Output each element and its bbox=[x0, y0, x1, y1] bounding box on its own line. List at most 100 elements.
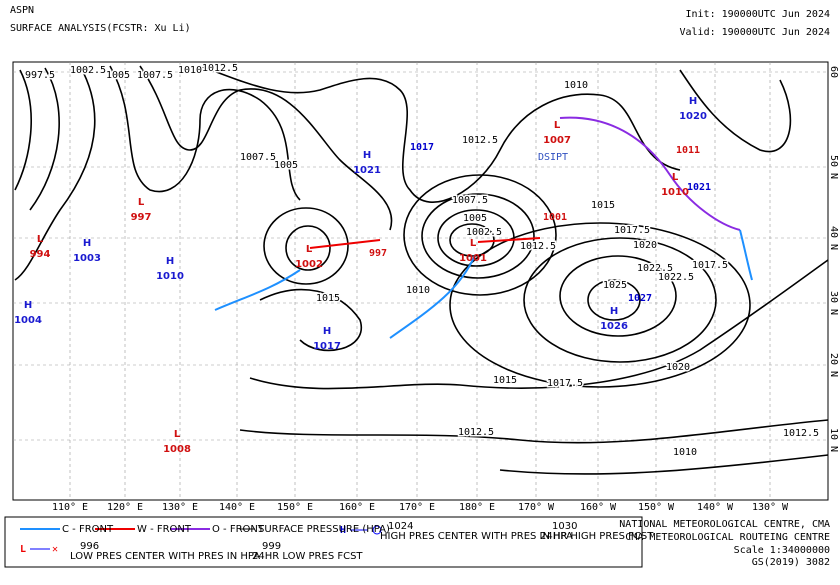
center-pressure: 1020 bbox=[679, 111, 707, 122]
center-symbol: H bbox=[363, 150, 371, 161]
legend-text: C - FRONT bbox=[62, 524, 114, 535]
isobar-label: 1005 bbox=[274, 160, 298, 171]
center-symbol: L bbox=[672, 172, 679, 183]
legend-text: 999 bbox=[262, 541, 281, 552]
isobar-label: 1002.5 bbox=[70, 65, 106, 76]
isobar-label: 1022.5 bbox=[637, 263, 673, 274]
forecast-pressure: 1017 bbox=[410, 142, 434, 153]
center-symbol: L bbox=[470, 238, 477, 249]
isobar-label: 1015 bbox=[316, 293, 340, 304]
legend-text: W - FRONT bbox=[137, 524, 192, 535]
footer-text: GS(2019) 3082 bbox=[752, 557, 830, 568]
center-symbol: H bbox=[323, 326, 331, 337]
longitude-label: 130° W bbox=[752, 502, 789, 513]
center-symbol: L bbox=[37, 234, 44, 245]
isobar-label: 1005 bbox=[463, 213, 487, 224]
center-symbol: L bbox=[306, 244, 313, 255]
center-pressure: 1001 bbox=[459, 253, 487, 264]
forecast-pressure: 997 bbox=[369, 248, 387, 259]
latitude-label: 20 N bbox=[828, 353, 839, 377]
longitude-label: 160° W bbox=[580, 502, 617, 513]
svg-text:✕: ✕ bbox=[52, 544, 58, 555]
isobar-label: 1010 bbox=[564, 80, 588, 91]
center-pressure: 1021 bbox=[353, 165, 381, 176]
longitude-label: 150° W bbox=[638, 502, 675, 513]
center-pressure: 997 bbox=[131, 212, 152, 223]
latitude-label: 60 bbox=[828, 66, 839, 78]
center-symbol: H bbox=[83, 238, 91, 249]
legend-text: 996 bbox=[80, 541, 99, 552]
legend-text: 1030 bbox=[552, 521, 577, 532]
isobar-label: 1012.5 bbox=[462, 135, 498, 146]
isobar-label: 1015 bbox=[591, 200, 615, 211]
legend-text: 24HR LOW PRES FCST bbox=[252, 551, 363, 562]
isobar-label: 1002.5 bbox=[466, 227, 502, 238]
legend-text: 1024 bbox=[388, 521, 413, 532]
longitude-label: 170° E bbox=[399, 502, 435, 513]
header-text: ASPN bbox=[10, 5, 34, 16]
legend-text: SURFACE PRESSURE (HPA) bbox=[258, 524, 390, 535]
center-pressure: 1003 bbox=[73, 253, 101, 264]
center-pressure: 1010 bbox=[156, 271, 184, 282]
isobar-label: 1010 bbox=[406, 285, 430, 296]
center-pressure: 1017 bbox=[313, 341, 341, 352]
graticule bbox=[13, 62, 828, 500]
isobar-label: 1022.5 bbox=[658, 272, 694, 283]
isobar-label: 1020 bbox=[633, 240, 657, 251]
center-pressure: 994 bbox=[30, 249, 51, 260]
legend-text: 24HR HIGH PRES FCST bbox=[540, 531, 654, 542]
center-pressure: 1004 bbox=[14, 315, 42, 326]
legend-text: O - FRONT bbox=[212, 524, 265, 535]
center-symbol: L bbox=[554, 120, 561, 131]
footer-text: Scale 1:34000000 bbox=[734, 545, 830, 556]
forecast-pressure: 1027 bbox=[628, 293, 652, 304]
isobar-label: 1012.5 bbox=[520, 241, 556, 252]
header-text: Valid: 190000UTC Jun 2024 bbox=[679, 27, 830, 38]
status-label: DSIPT bbox=[538, 152, 568, 163]
svg-text:H: H bbox=[340, 525, 346, 536]
footer: NATIONAL METEOROLOGICAL CENTRE, CMA CMA M… bbox=[619, 519, 830, 568]
isobar-label: 1012.5 bbox=[202, 63, 238, 74]
footer-text: NATIONAL METEOROLOGICAL CENTRE, CMA bbox=[619, 519, 830, 530]
longitude-label: 180° E bbox=[459, 502, 495, 513]
center-symbol: H bbox=[24, 300, 32, 311]
isobar-label: 1017.5 bbox=[614, 225, 650, 236]
latitude-label: 50 N bbox=[828, 155, 839, 179]
isobar-label: 1007.5 bbox=[137, 70, 173, 81]
longitude-label: 170° W bbox=[518, 502, 555, 513]
isobars bbox=[14, 65, 829, 475]
isobar-label: 1010 bbox=[673, 447, 697, 458]
legend-text: HIGH PRES CENTER WITH PRES IN HPA bbox=[380, 531, 573, 542]
legend-text: LOW PRES CENTER WITH PRES IN HPA bbox=[70, 551, 260, 562]
center-pressure: 1010 bbox=[661, 187, 689, 198]
forecast-pressure: 1021 bbox=[687, 182, 711, 193]
forecast-pressure: 1011 bbox=[676, 145, 700, 156]
isobar-label: 1012.5 bbox=[783, 428, 819, 439]
center-symbol: H bbox=[610, 306, 618, 317]
isobar-label: 1025 bbox=[603, 280, 627, 291]
latitude-label: 30 N bbox=[828, 291, 839, 315]
header-text: Init: 190000UTC Jun 2024 bbox=[686, 9, 831, 20]
isobar-label: 1010 bbox=[178, 65, 202, 76]
isobar-label: 1007.5 bbox=[452, 195, 488, 206]
longitude-label: 110° E bbox=[52, 502, 88, 513]
forecast-pressure: 1001 bbox=[543, 212, 567, 223]
fronts bbox=[214, 116, 753, 339]
svg-text:L: L bbox=[20, 544, 26, 555]
longitude-label: 140° E bbox=[219, 502, 255, 513]
latitude-label: 10 N bbox=[828, 428, 839, 452]
isobar-label: 1007.5 bbox=[240, 152, 276, 163]
legend: L ✕ H C - FRONT W - FRONT O - FRONTSURFACE… bbox=[20, 521, 654, 562]
center-pressure: 1002 bbox=[295, 259, 323, 270]
isobar-label: 1015 bbox=[493, 375, 517, 386]
center-symbol: H bbox=[689, 96, 697, 107]
latitude-label: 40 N bbox=[828, 226, 839, 250]
footer-text: CMA METEOROLOGICAL ROUTEING CENTRE bbox=[625, 532, 830, 543]
longitude-label: 150° E bbox=[277, 502, 313, 513]
header-text: SURFACE ANALYSIS(FCSTR: Xu Li) bbox=[10, 23, 191, 34]
longitude-label: 130° E bbox=[162, 502, 198, 513]
center-pressure: 1026 bbox=[600, 321, 628, 332]
isobar-label: 997.5 bbox=[25, 70, 55, 81]
legend-box bbox=[4, 516, 643, 568]
center-symbol: L bbox=[138, 197, 145, 208]
